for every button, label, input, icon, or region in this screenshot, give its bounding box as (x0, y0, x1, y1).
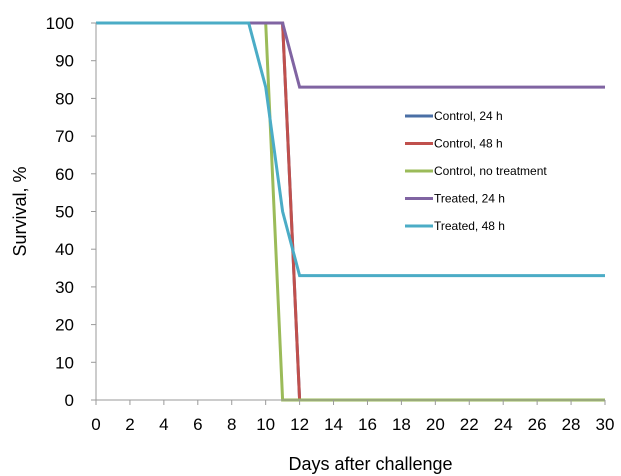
x-ticks: 0 2 4 6 8 10 12 14 16 18 20 22 24 26 28 30 (91, 400, 614, 434)
x-tick-label: 0 (91, 415, 100, 434)
series-line-control-24-h (96, 21, 605, 402)
legend-label: Control, 24 h (434, 109, 503, 123)
x-tick-label: 22 (460, 415, 479, 434)
legend: Control, 24 h Control, 48 h Control, no tr… (405, 109, 547, 233)
x-tick-label: 4 (159, 415, 168, 434)
x-axis-title: Days after challenge (288, 454, 452, 474)
x-tick-label: 12 (290, 415, 309, 434)
legend-label: Treated, 48 h (434, 219, 505, 233)
x-tick-label: 26 (528, 415, 547, 434)
x-tick-label: 20 (426, 415, 445, 434)
legend-label: Treated, 24 h (434, 192, 505, 206)
y-tick-label: 90 (55, 52, 74, 71)
legend-label: Control, 48 h (434, 137, 503, 151)
y-tick-label: 10 (55, 353, 74, 372)
x-tick-label: 28 (562, 415, 581, 434)
series-line-control-no-treatment (96, 21, 605, 402)
y-tick-label: 20 (55, 316, 74, 335)
series-line-treated-48-h (96, 21, 605, 278)
y-tick-label: 40 (55, 240, 74, 259)
y-ticks: 0 10 20 30 40 50 60 70 80 90 100 (46, 14, 96, 410)
x-tick-label: 14 (324, 415, 343, 434)
y-tick-label: 80 (55, 89, 74, 108)
y-tick-label: 60 (55, 165, 74, 184)
x-tick-label: 30 (596, 415, 615, 434)
legend-label: Control, no treatment (434, 164, 547, 178)
x-tick-label: 2 (125, 415, 134, 434)
y-tick-label: 0 (65, 391, 74, 410)
series-line-treated-24-h (96, 21, 605, 89)
y-tick-label: 30 (55, 278, 74, 297)
x-tick-label: 8 (227, 415, 236, 434)
x-tick-label: 24 (494, 415, 513, 434)
y-axis-title: Survival, % (10, 166, 30, 256)
y-tick-label: 100 (46, 14, 74, 33)
series-line-control-48-h (96, 21, 605, 402)
y-tick-label: 50 (55, 203, 74, 222)
x-tick-label: 6 (193, 415, 202, 434)
x-tick-label: 18 (392, 415, 411, 434)
y-tick-label: 70 (55, 127, 74, 146)
x-tick-label: 10 (256, 415, 275, 434)
x-tick-label: 16 (358, 415, 377, 434)
plot-series (96, 21, 605, 402)
